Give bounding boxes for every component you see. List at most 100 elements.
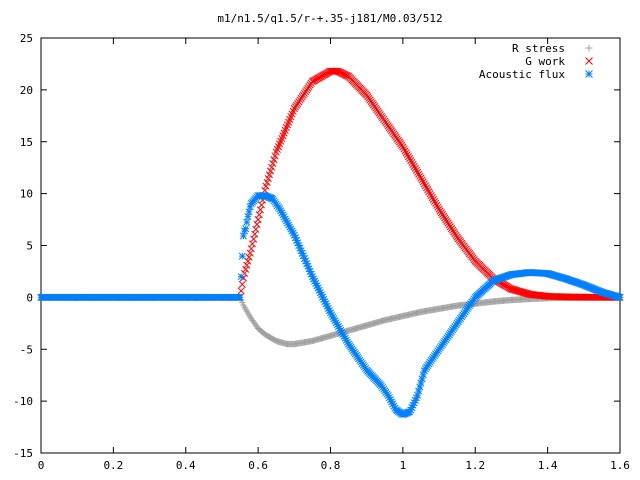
data-point <box>420 180 428 188</box>
data-point <box>245 208 253 216</box>
x-tick-label: 1.2 <box>465 459 485 472</box>
data-point <box>404 153 413 161</box>
y-tick-label: 25 <box>20 32 33 45</box>
data-point <box>430 197 439 205</box>
data-series <box>37 67 624 419</box>
data-point <box>251 230 259 238</box>
data-point <box>433 201 441 209</box>
data-point <box>238 280 246 288</box>
data-point <box>244 213 252 221</box>
data-point <box>252 322 260 329</box>
data-point <box>407 157 415 165</box>
data-point <box>424 186 432 194</box>
series-g-work <box>37 67 624 301</box>
data-point <box>243 218 251 226</box>
data-point <box>249 317 256 324</box>
data-point <box>427 192 435 200</box>
y-tick-label: -5 <box>20 343 33 356</box>
axes-ticks: 0 0.2 0.4 0.6 0.8 1 1.2 1.4 1.6 25 20 15 10 5 0 -5 -10 -1… <box>13 32 630 472</box>
data-point <box>402 149 410 157</box>
data-point <box>434 203 442 211</box>
data-point <box>311 277 319 285</box>
data-point <box>409 160 417 168</box>
data-point <box>432 199 440 207</box>
data-point <box>410 162 418 170</box>
legend-label: G work <box>525 55 565 68</box>
x-tick-label: 0.2 <box>103 459 123 472</box>
data-point <box>401 147 409 155</box>
data-point <box>236 293 244 301</box>
legend-marker <box>585 70 593 78</box>
data-point <box>399 143 407 151</box>
data-point <box>257 201 266 209</box>
y-tick-label: 0 <box>26 291 33 304</box>
x-tick-label: 0.6 <box>248 459 268 472</box>
legend-marker <box>585 44 593 52</box>
x-tick-label: 0.8 <box>321 459 341 472</box>
y-tick-label: 10 <box>20 188 33 201</box>
data-point <box>254 216 262 224</box>
y-tick-label: -10 <box>13 395 33 408</box>
data-point <box>428 193 436 202</box>
data-point <box>416 172 424 180</box>
data-point <box>406 155 414 163</box>
data-point <box>246 249 254 257</box>
data-point <box>585 70 593 78</box>
data-point <box>243 261 251 269</box>
data-point <box>237 287 245 295</box>
data-point <box>421 182 430 190</box>
data-point <box>242 265 250 273</box>
data-point <box>418 375 426 383</box>
data-point <box>429 195 437 204</box>
data-point <box>412 166 420 174</box>
chart-title: m1/n1.5/q1.5/r-+.35-j181/M0.03/512 <box>217 12 442 25</box>
data-point <box>247 245 255 253</box>
series-r-stress <box>37 294 624 348</box>
data-point <box>411 164 419 172</box>
data-point <box>416 383 424 391</box>
data-point <box>415 170 423 178</box>
data-point <box>419 178 427 186</box>
data-point <box>417 174 425 182</box>
data-point <box>423 184 431 192</box>
data-point <box>237 273 245 281</box>
data-point <box>244 257 252 265</box>
data-point <box>408 158 416 167</box>
data-point <box>248 240 257 248</box>
series-acoustic-flux <box>37 192 624 419</box>
data-point <box>616 293 624 301</box>
legend-label: R stress <box>512 42 565 55</box>
x-tick-label: 1.6 <box>610 459 630 472</box>
data-point <box>253 220 261 228</box>
data-point <box>238 252 246 260</box>
data-point <box>403 151 411 159</box>
x-tick-label: 0 <box>38 459 45 472</box>
legend-marker <box>585 57 593 65</box>
data-point <box>426 190 434 198</box>
data-point <box>242 225 250 233</box>
data-point <box>585 44 593 52</box>
legend-label: Acoustic flux <box>479 68 565 81</box>
data-point <box>419 371 427 379</box>
data-point <box>414 391 422 399</box>
data-point <box>245 253 253 261</box>
data-point <box>415 387 423 395</box>
data-point <box>585 57 593 65</box>
x-tick-label: 1 <box>400 459 407 472</box>
y-tick-label: 20 <box>20 84 33 97</box>
y-tick-label: 5 <box>26 240 33 253</box>
data-point <box>252 225 260 233</box>
data-point <box>251 320 258 327</box>
data-point <box>425 188 433 196</box>
data-point <box>256 206 264 214</box>
data-point <box>418 176 426 184</box>
y-tick-label: -15 <box>13 447 33 460</box>
y-tick-label: 15 <box>20 136 33 149</box>
x-tick-label: 1.4 <box>538 459 558 472</box>
data-point <box>414 168 422 176</box>
data-point <box>250 235 258 243</box>
data-point <box>250 318 257 326</box>
data-point <box>248 315 255 322</box>
